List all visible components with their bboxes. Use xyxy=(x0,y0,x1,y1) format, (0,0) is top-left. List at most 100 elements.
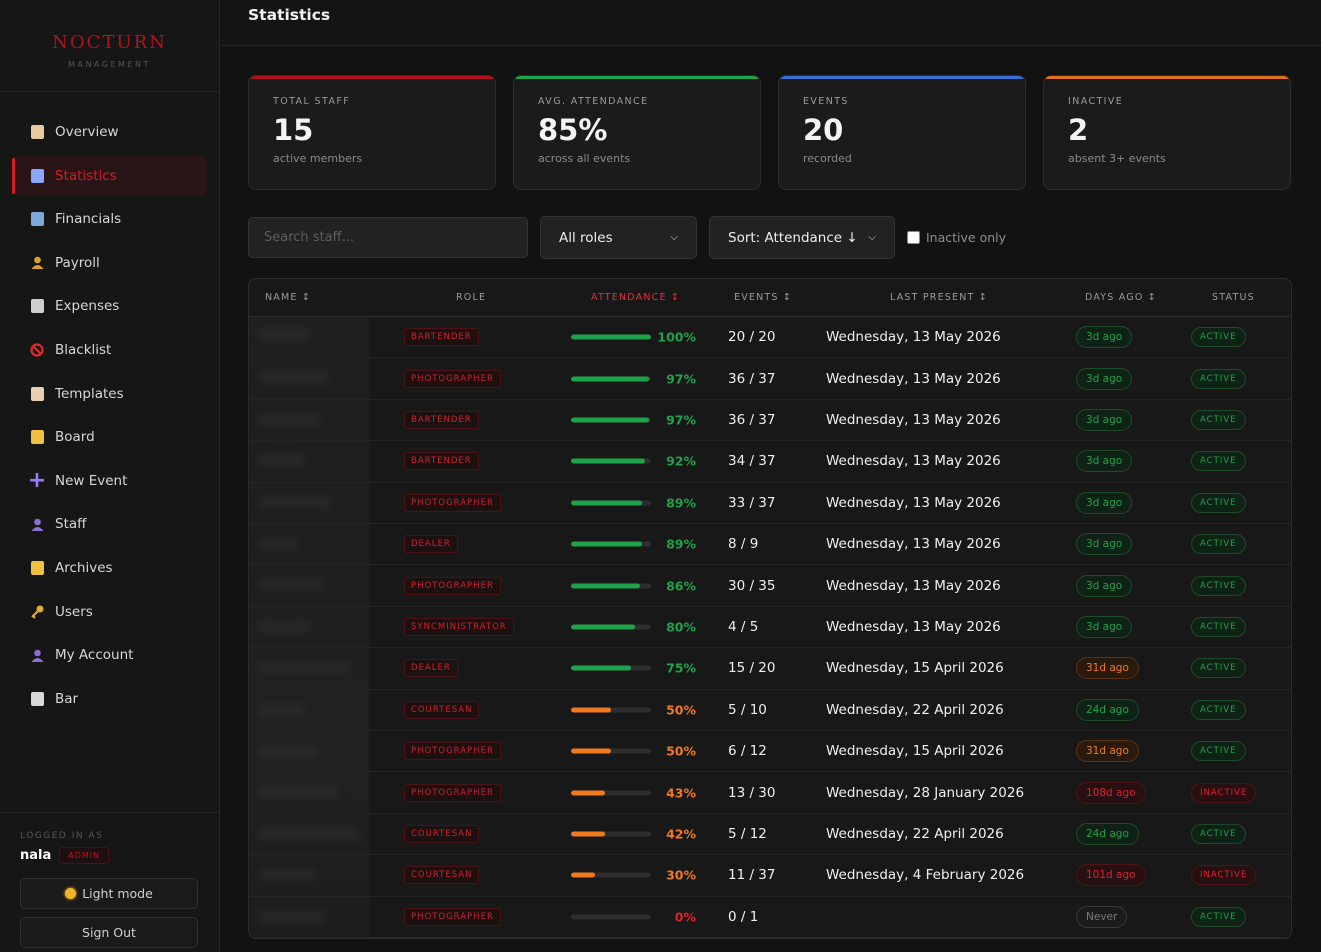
column-header-4[interactable]: LAST PRESENT ↕ xyxy=(890,292,988,303)
last-present: Wednesday, 15 April 2026 xyxy=(826,660,1004,677)
sort-select-value: Sort: Attendance ↓ xyxy=(728,229,858,246)
light-mode-button[interactable]: Light mode xyxy=(20,878,198,909)
sidebar-item-label: Payroll xyxy=(55,254,100,271)
table-row[interactable]: BARTENDER 92% 34 / 37 Wednesday, 13 May 202… xyxy=(249,441,1291,483)
attendance-percent: 86% xyxy=(666,578,696,594)
sidebar-item-blacklist[interactable]: Blacklist xyxy=(12,330,207,370)
last-present: Wednesday, 13 May 2026 xyxy=(826,494,1001,511)
stat-subtitle: across all events xyxy=(538,152,631,165)
role-select[interactable]: All roles ⌵ xyxy=(540,216,697,259)
table-row[interactable]: DEALER 75% 15 / 20 Wednesday, 15 April 2026… xyxy=(249,648,1291,690)
sidebar-footer: LOGGED IN AS nala ADMIN Light mode Sign … xyxy=(0,812,219,952)
column-header-3[interactable]: EVENTS ↕ xyxy=(734,292,793,303)
sidebar-item-label: Archives xyxy=(55,559,113,576)
sidebar-item-label: Statistics xyxy=(55,167,117,184)
attendance-bar xyxy=(571,417,651,423)
table-row[interactable]: SYNCMINISTRATOR 80% 4 / 5 Wednesday, 13 May… xyxy=(249,607,1291,649)
attendance-percent: 97% xyxy=(666,371,696,387)
sort-select[interactable]: Sort: Attendance ↓ ⌵ xyxy=(709,216,895,259)
last-present: Wednesday, 28 January 2026 xyxy=(826,784,1025,801)
sidebar-item-my-account[interactable]: My Account xyxy=(12,635,207,675)
stat-label: TOTAL STAFF xyxy=(273,96,351,107)
stat-card: TOTAL STAFF 15 active members xyxy=(248,75,496,190)
attendance-bar-fill xyxy=(571,790,606,796)
sign-out-button[interactable]: Sign Out xyxy=(20,917,198,948)
status-badge: ACTIVE xyxy=(1191,409,1246,430)
role-select-value: All roles xyxy=(559,229,613,246)
attendance-percent: 0% xyxy=(674,909,696,925)
attendance-percent: 75% xyxy=(666,660,696,676)
page-icon xyxy=(28,385,46,403)
attendance-bar xyxy=(571,914,651,920)
sidebar-item-staff[interactable]: Staff xyxy=(12,504,207,544)
key-icon xyxy=(28,603,46,621)
table-row[interactable]: PHOTOGRAPHER 0% 0 / 1 Never ACTIVE xyxy=(249,897,1291,938)
table-row[interactable]: COURTESAN 50% 5 / 10 Wednesday, 22 April 20… xyxy=(249,690,1291,731)
attendance-bar xyxy=(571,334,651,340)
sidebar-item-templates[interactable]: Templates xyxy=(12,374,207,414)
folder-icon xyxy=(28,559,46,577)
table-row[interactable]: PHOTOGRAPHER 86% 30 / 35 Wednesday, 13 May … xyxy=(249,565,1291,607)
sidebar-item-payroll[interactable]: Payroll xyxy=(12,243,207,283)
stat-cards: TOTAL STAFF 15 active members AVG. ATTENDAN… xyxy=(248,75,1291,190)
attendance-bar-fill xyxy=(571,500,643,506)
stat-value: 85% xyxy=(538,113,608,147)
search-input[interactable] xyxy=(248,217,528,258)
column-header-6: STATUS xyxy=(1212,292,1255,303)
chart-up-icon xyxy=(28,210,46,228)
sidebar-item-label: Bar xyxy=(55,690,79,707)
inactive-only-toggle[interactable]: Inactive only xyxy=(907,230,1006,245)
sidebar-nav: Overview Statistics Financials Payroll Expen… xyxy=(0,92,219,719)
status-badge: ACTIVE xyxy=(1191,492,1246,513)
table-row[interactable]: COURTESAN 42% 5 / 12 Wednesday, 22 April 20… xyxy=(249,814,1291,856)
sidebar-item-expenses[interactable]: Expenses xyxy=(12,286,207,326)
status-badge: INACTIVE xyxy=(1191,865,1257,886)
attendance-bar xyxy=(571,624,651,630)
table-row[interactable]: BARTENDER 97% 36 / 37 Wednesday, 13 May 202… xyxy=(249,400,1291,442)
table-row[interactable]: PHOTOGRAPHER 97% 36 / 37 Wednesday, 13 May … xyxy=(249,358,1291,400)
sidebar-item-label: Templates xyxy=(55,385,124,402)
sidebar-item-users[interactable]: Users xyxy=(12,592,207,632)
stat-value: 2 xyxy=(1068,113,1089,147)
role-badge: PHOTOGRAPHER xyxy=(404,576,501,595)
column-header-5[interactable]: DAYS AGO ↕ xyxy=(1085,292,1157,303)
table-row[interactable]: PHOTOGRAPHER 43% 13 / 30 Wednesday, 28 Janu… xyxy=(249,772,1291,814)
page-title: Statistics xyxy=(248,6,331,24)
table-row[interactable]: PHOTOGRAPHER 89% 33 / 37 Wednesday, 13 May … xyxy=(249,483,1291,524)
sidebar-item-financials[interactable]: Financials xyxy=(12,199,207,239)
table-row[interactable]: PHOTOGRAPHER 50% 6 / 12 Wednesday, 15 April… xyxy=(249,731,1291,773)
sidebar-item-statistics[interactable]: Statistics xyxy=(12,155,207,196)
table-row[interactable]: COURTESAN 30% 11 / 37 Wednesday, 4 February… xyxy=(249,855,1291,897)
table-row[interactable]: DEALER 89% 8 / 9 Wednesday, 13 May 2026 3d a… xyxy=(249,524,1291,566)
days-ago-badge: 31d ago xyxy=(1076,657,1139,680)
stat-subtitle: absent 3+ events xyxy=(1068,152,1166,165)
sidebar-item-new-event[interactable]: + New Event xyxy=(12,461,207,501)
status-badge: INACTIVE xyxy=(1191,782,1257,803)
last-present: Wednesday, 13 May 2026 xyxy=(826,329,1001,346)
status-badge: ACTIVE xyxy=(1191,368,1246,389)
events-count: 33 / 37 xyxy=(728,494,776,511)
sidebar-item-overview[interactable]: Overview xyxy=(12,112,207,152)
sidebar-item-archives[interactable]: Archives xyxy=(12,548,207,588)
attendance-percent: 30% xyxy=(666,867,696,883)
attendance-bar xyxy=(571,872,651,878)
column-header-0[interactable]: NAME ↕ xyxy=(265,292,311,303)
attendance-bar xyxy=(571,500,651,506)
attendance-bar-fill xyxy=(571,583,640,589)
inactive-only-checkbox[interactable] xyxy=(907,231,920,244)
days-ago-badge: 3d ago xyxy=(1076,533,1133,556)
money-bag-icon xyxy=(28,254,46,272)
role-badge: SYNCMINISTRATOR xyxy=(404,617,514,636)
attendance-percent: 100% xyxy=(657,329,696,345)
sidebar-item-bar[interactable]: Bar xyxy=(12,679,207,719)
table-row[interactable]: BARTENDER 100% 20 / 20 Wednesday, 13 May 20… xyxy=(249,317,1291,359)
attendance-bar-fill xyxy=(571,831,605,837)
days-ago-badge: 101d ago xyxy=(1076,864,1146,887)
role-badge: ADMIN xyxy=(59,847,110,864)
attendance-bar-fill xyxy=(571,376,649,382)
sidebar-item-board[interactable]: Board xyxy=(12,417,207,457)
column-header-2[interactable]: ATTENDANCE ↕ xyxy=(591,292,681,303)
attendance-percent: 50% xyxy=(666,702,696,718)
days-ago-badge: 3d ago xyxy=(1076,615,1133,638)
attendance-bar xyxy=(571,458,651,464)
